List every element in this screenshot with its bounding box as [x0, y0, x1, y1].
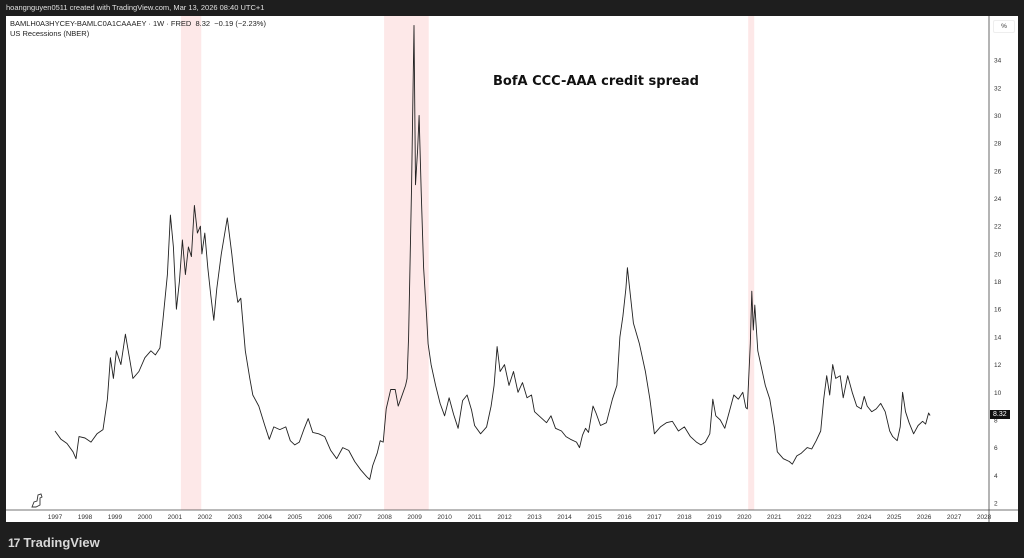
y-tick-label: 4	[994, 473, 998, 480]
tradingview-logo-icon: 17	[8, 535, 20, 550]
y-tick-label: 16	[994, 307, 1002, 314]
last-value: 8.32	[195, 19, 211, 28]
x-tick-label: 2012	[497, 514, 512, 521]
x-tick-label: 2001	[168, 514, 183, 521]
x-tick-label: 2004	[258, 514, 273, 521]
x-tick-label: 2013	[527, 514, 542, 521]
x-tick-label: 2024	[857, 514, 872, 521]
y-tick-label: 26	[994, 168, 1002, 175]
y-tick-label: 10	[994, 390, 1002, 397]
change-value: −0.19 (−2.23%)	[214, 19, 266, 28]
x-tick-label: 2009	[407, 514, 422, 521]
brand-text: TradingView	[23, 535, 100, 550]
x-tick-label: 2005	[288, 514, 303, 521]
x-tick-label: 2006	[317, 514, 332, 521]
x-tick-label: 2000	[138, 514, 153, 521]
x-tick-label: 2020	[737, 514, 752, 521]
recession-band	[180, 16, 202, 510]
x-tick-label: 2021	[767, 514, 782, 521]
attribution-bar: hoangnguyen0511 created with TradingView…	[0, 0, 1024, 16]
study-legend[interactable]: US Recessions (NBER)	[10, 29, 90, 38]
x-tick-label: 2003	[228, 514, 243, 521]
symbol-name: BAMLH0A3HYCEY-BAMLC0A1CAAAEY · 1W · FRED	[10, 19, 192, 28]
x-tick-label: 1997	[48, 514, 63, 521]
x-tick-label: 2010	[437, 514, 452, 521]
x-tick-label: 2018	[677, 514, 692, 521]
y-tick-label: 6	[994, 445, 998, 452]
x-tick-label: 2011	[468, 514, 482, 521]
x-tick-label: 1999	[108, 514, 123, 521]
recession-band	[384, 16, 429, 510]
chart-legend: BAMLH0A3HYCEY-BAMLC0A1CAAAEY · 1W · FRED…	[10, 19, 266, 39]
x-tick-label: 2023	[827, 514, 842, 521]
x-tick-label: 1998	[78, 514, 93, 521]
y-tick-label: 30	[994, 113, 1002, 120]
x-tick-label: 2022	[797, 514, 812, 521]
y-tick-label: 14	[994, 334, 1002, 341]
x-tick-label: 2007	[347, 514, 362, 521]
y-tick-label: 8	[994, 417, 998, 424]
chart-title: BofA CCC-AAA credit spread	[493, 74, 699, 89]
x-tick-label: 2026	[917, 514, 932, 521]
x-tick-label: 2019	[707, 514, 722, 521]
y-tick-label: 22	[994, 224, 1002, 231]
x-tick-label: 2027	[947, 514, 962, 521]
y-tick-label: 2	[994, 501, 998, 508]
x-tick-label: 2008	[377, 514, 392, 521]
attribution-text: hoangnguyen0511 created with TradingView…	[6, 3, 265, 12]
dino-icon[interactable]	[31, 493, 43, 508]
y-tick-label: 20	[994, 251, 1002, 258]
y-tick-label: 18	[994, 279, 1002, 286]
unit-label[interactable]: %	[993, 20, 1015, 33]
series-line	[54, 25, 931, 480]
recession-band	[748, 16, 755, 510]
y-tick-label: 34	[994, 58, 1002, 65]
tradingview-logo[interactable]: 17 TradingView	[8, 535, 100, 550]
y-tick-label: 12	[994, 362, 1002, 369]
x-tick-label: 2025	[887, 514, 902, 521]
x-tick-label: 2015	[587, 514, 602, 521]
y-tick-label: 28	[994, 141, 1002, 148]
x-tick-label: 2017	[647, 514, 662, 521]
y-tick-label: 32	[994, 85, 1002, 92]
x-tick-label: 2028	[977, 514, 992, 521]
last-value-label: 8.32	[990, 410, 1010, 419]
y-tick-label: 24	[994, 196, 1002, 203]
x-tick-label: 2016	[617, 514, 632, 521]
x-tick-label: 2014	[557, 514, 572, 521]
x-tick-label: 2002	[198, 514, 213, 521]
symbol-legend[interactable]: BAMLH0A3HYCEY-BAMLC0A1CAAAEY · 1W · FRED…	[10, 19, 266, 29]
